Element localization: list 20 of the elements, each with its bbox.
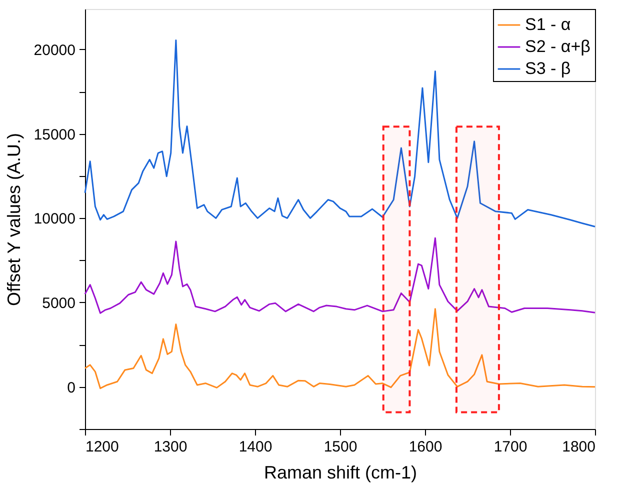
- x-tick-label: 1300: [154, 438, 188, 456]
- line-series: [84, 237, 596, 314]
- y-tick-label: 15000: [34, 126, 76, 144]
- x-tick-label: 1400: [238, 438, 272, 456]
- x-tick-label: 1200: [86, 438, 119, 456]
- line-series: [84, 308, 596, 390]
- legend-label: S1 - α: [525, 15, 571, 34]
- legend-label: S3 - β: [525, 59, 571, 78]
- x-axis-title: Raman shift (cm-1): [264, 462, 418, 482]
- line-series: [84, 39, 596, 228]
- y-tick-label: 10000: [34, 210, 76, 228]
- y-tick-label: 5000: [42, 294, 76, 312]
- y-axis-title: Offset Y values (A.U.): [4, 132, 24, 306]
- x-tick-label: 1600: [408, 438, 442, 456]
- y-tick-label: 20000: [34, 42, 76, 59]
- x-tick-label: 1700: [494, 438, 528, 456]
- legend-label: S2 - α+β: [525, 37, 591, 56]
- y-tick-label: 0: [67, 379, 76, 396]
- x-tick-label: 1500: [324, 438, 358, 456]
- x-tick-label: 1800: [562, 438, 596, 456]
